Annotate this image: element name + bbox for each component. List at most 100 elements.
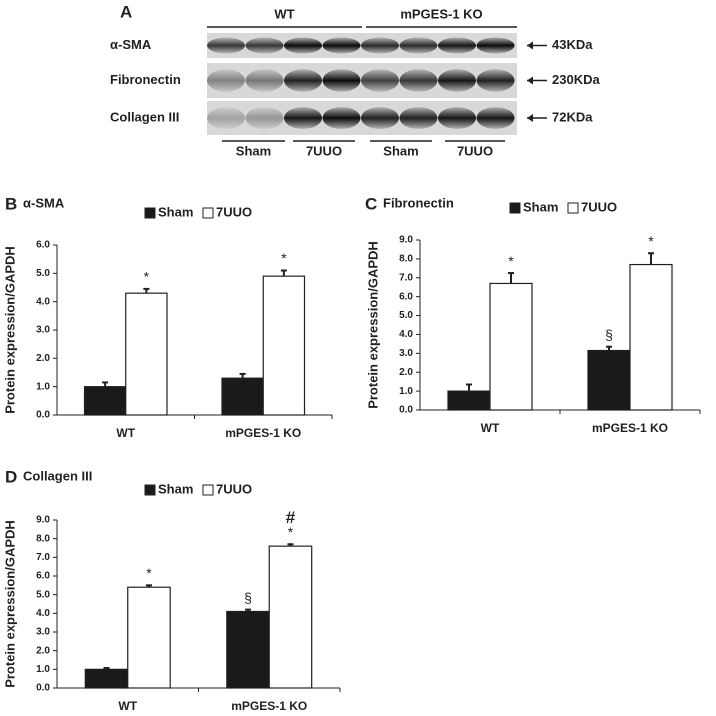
- y-axis-title: Protein expression/GAPDH: [2, 520, 17, 688]
- blot-band: [322, 107, 361, 129]
- legend-label: Sham: [158, 204, 193, 219]
- y-tick-label: 1.0: [36, 381, 50, 392]
- blot-band: [438, 107, 476, 129]
- y-tick-label: 5.0: [36, 589, 50, 600]
- y-tick-label: 0.0: [36, 410, 50, 421]
- blot-band: [284, 107, 322, 129]
- y-tick-label: 1.0: [399, 386, 413, 397]
- panel-label: A: [120, 2, 132, 21]
- legend-swatch: [144, 484, 156, 496]
- y-tick-label: 2.0: [399, 367, 413, 378]
- size-label: 230KDa: [552, 72, 600, 87]
- arrow-head: [527, 41, 533, 50]
- bar: [262, 275, 306, 416]
- x-tick-label: mPGES-1 KO: [592, 421, 668, 435]
- arrow-head: [527, 76, 533, 85]
- blot-band: [361, 107, 399, 129]
- chart-title: Fibronectin: [383, 195, 454, 210]
- error-bar: [606, 345, 612, 351]
- row-label: Fibronectin: [110, 72, 181, 87]
- blot-band: [245, 37, 284, 54]
- y-axis-title: Protein expression/GAPDH: [365, 241, 380, 409]
- blot-band: [207, 107, 245, 129]
- lane-label: 7UUO: [457, 143, 493, 158]
- x-tick-label: WT: [118, 699, 137, 713]
- bar: [84, 668, 129, 689]
- legend-swatch: [567, 202, 579, 214]
- bar: [221, 377, 264, 416]
- significance-mark: *: [146, 565, 152, 581]
- group-label: mPGES-1 KO: [400, 6, 482, 21]
- bar: [587, 349, 631, 411]
- y-tick-label: 2.0: [36, 353, 50, 364]
- legend-swatch: [202, 207, 214, 219]
- error-bar: [508, 272, 514, 284]
- blot-band: [438, 69, 476, 92]
- y-tick-label: 7.0: [36, 552, 50, 563]
- y-tick-label: 3.0: [36, 627, 50, 638]
- error-bar: [287, 543, 294, 547]
- lane-label: 7UUO: [306, 143, 342, 158]
- y-tick-label: 4.0: [36, 608, 50, 619]
- legend-label: Sham: [523, 199, 558, 214]
- panel-label: B: [5, 194, 17, 213]
- row-label: Collagen III: [110, 109, 179, 124]
- group-label: WT: [274, 6, 294, 21]
- y-axis-title: Protein expression/GAPDH: [2, 246, 17, 414]
- blot-band: [207, 69, 245, 92]
- arrow-head: [527, 114, 533, 122]
- error-bar: [143, 287, 150, 294]
- error-bar: [239, 372, 246, 379]
- bar: [629, 263, 673, 411]
- error-bar: [102, 381, 109, 387]
- blot-band: [476, 107, 515, 129]
- y-tick-label: 6.0: [36, 571, 50, 582]
- blot-band: [322, 69, 361, 92]
- blot-band: [322, 37, 361, 54]
- bar: [125, 292, 168, 416]
- y-tick-label: 4.0: [36, 296, 50, 307]
- y-tick-label: 8.0: [36, 533, 50, 544]
- size-label: 43KDa: [552, 37, 593, 52]
- y-tick-label: 4.0: [399, 329, 413, 340]
- y-tick-label: 9.0: [36, 515, 50, 526]
- significance-mark: *: [288, 524, 294, 540]
- x-tick-label: mPGES-1 KO: [231, 699, 307, 713]
- y-tick-label: 6.0: [399, 291, 413, 302]
- error-bar: [245, 608, 252, 612]
- y-tick-label: 1.0: [36, 664, 50, 675]
- y-tick-label: 6.0: [36, 240, 50, 251]
- y-tick-label: 3.0: [399, 348, 413, 359]
- x-tick-label: WT: [481, 421, 500, 435]
- error-bar: [145, 584, 152, 588]
- bar: [127, 586, 171, 689]
- chart-title: α-SMA: [23, 195, 65, 210]
- significance-mark: *: [648, 233, 654, 249]
- y-tick-label: 7.0: [399, 272, 413, 283]
- blot-band: [476, 37, 515, 54]
- legend-label: Sham: [158, 481, 193, 496]
- y-tick-label: 9.0: [399, 235, 413, 246]
- row-label: α-SMA: [110, 37, 152, 52]
- blot-band: [476, 69, 515, 92]
- blot-band: [245, 69, 284, 92]
- error-bar: [103, 667, 110, 670]
- x-tick-label: WT: [116, 426, 135, 440]
- significance-mark: #: [286, 508, 296, 527]
- legend-swatch: [509, 202, 521, 214]
- blot-band: [399, 69, 438, 92]
- blot-band: [284, 37, 322, 54]
- legend-label: 7UUO: [216, 204, 252, 219]
- significance-mark: *: [144, 269, 150, 285]
- error-bar: [648, 252, 654, 265]
- bar: [447, 390, 491, 411]
- legend-swatch: [202, 484, 214, 496]
- chart-title: Collagen III: [23, 468, 92, 483]
- size-label: 72KDa: [552, 109, 593, 124]
- legend-swatch: [144, 207, 156, 219]
- x-tick-label: mPGES-1 KO: [225, 426, 301, 440]
- legend-label: 7UUO: [216, 481, 252, 496]
- y-tick-label: 3.0: [36, 325, 50, 336]
- bar: [489, 282, 533, 411]
- bar: [83, 386, 127, 416]
